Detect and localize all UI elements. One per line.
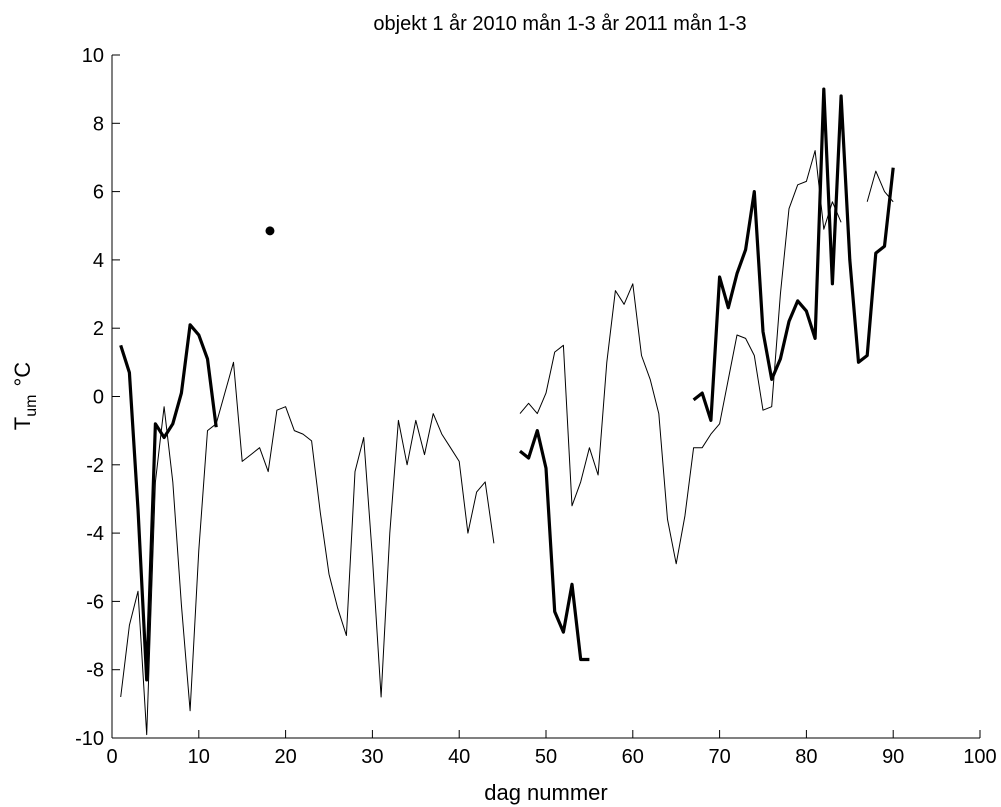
thick-series-line-segment-2 (518, 429, 590, 662)
y-tick-label: -4 (86, 523, 104, 545)
y-tick-label: -10 (75, 728, 104, 750)
ticks: 0 10 20 30 40 50 60 70 80 90 100 -10 -8 -6 -4 -2 0 2 4 6 8 10 (75, 45, 997, 768)
points-layer (265, 226, 275, 236)
x-axis-label: dag nummer (484, 780, 608, 805)
y-tick-label: 0 (93, 387, 104, 409)
y-tick-label: -2 (86, 455, 104, 477)
y-tick-label: -8 (86, 660, 104, 682)
x-tick-label: 20 (274, 746, 296, 768)
axes (111, 55, 980, 739)
y-axis-label-unit: °C (10, 362, 35, 387)
x-tick-label: 10 (188, 746, 210, 768)
x-tick-label: 30 (361, 746, 383, 768)
x-tick-label: 90 (882, 746, 904, 768)
x-tick-label: 70 (708, 746, 730, 768)
thin-series-line-segment-1 (120, 361, 495, 736)
x-tick-label: 50 (535, 746, 557, 768)
y-tick-label: 8 (93, 113, 104, 135)
chart-title: objekt 1 år 2010 mån 1-3 år 2011 mån 1-3 (373, 13, 746, 35)
y-tick-label: 2 (93, 318, 104, 340)
x-tick-label: 60 (622, 746, 644, 768)
y-axis-label-sub: um (23, 395, 40, 417)
thick-series-line-segment-3 (692, 87, 895, 422)
x-tick-label: 80 (795, 746, 817, 768)
x-tick-label: 0 (106, 746, 117, 768)
x-tick-label: 100 (963, 746, 996, 768)
y-axis-label: Tum °C (10, 362, 40, 430)
y-tick-label: 10 (82, 45, 104, 67)
y-tick-label: 6 (93, 182, 104, 204)
y-tick-label: 4 (93, 250, 104, 272)
data-point (265, 226, 275, 236)
thick-series-line-segment-1 (119, 323, 218, 682)
x-tick-label: 40 (448, 746, 470, 768)
y-tick-label: -6 (86, 591, 104, 613)
y-axis-label-main: T (10, 417, 35, 430)
thin-series-line-segment-2 (519, 150, 842, 565)
series-layer (119, 87, 895, 736)
